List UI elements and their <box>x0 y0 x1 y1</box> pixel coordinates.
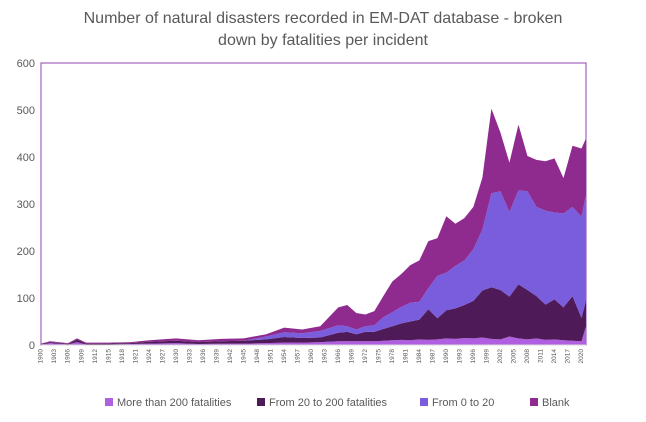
legend-label-blank: Blank <box>542 397 570 409</box>
series-area-blank <box>41 108 586 345</box>
y-tick-label: 100 <box>17 293 35 305</box>
series-area-from-20-to-200 <box>41 284 586 345</box>
x-tick-label: 1915 <box>105 349 112 364</box>
legend-swatch-from-20-to-200 <box>257 398 265 406</box>
y-tick-label: 600 <box>17 58 35 70</box>
x-tick-label: 1996 <box>470 349 477 364</box>
chart-title-line-1: Number of natural disasters recorded in … <box>83 10 563 27</box>
x-tick-label: 1957 <box>294 349 301 364</box>
x-tick-label: 1984 <box>416 349 423 364</box>
x-tick-label: 2002 <box>497 349 504 364</box>
y-tick-label: 500 <box>17 105 35 117</box>
series-area-more-than-200 <box>41 326 586 345</box>
x-tick-label: 1990 <box>443 349 450 364</box>
x-tick-label: 1903 <box>51 349 58 364</box>
x-tick-label: 1906 <box>65 349 72 364</box>
x-tick-label: 1909 <box>78 349 85 364</box>
x-tick-label: 1972 <box>362 349 369 364</box>
x-tick-label: 1918 <box>119 349 126 364</box>
x-tick-label: 2020 <box>578 349 585 364</box>
legend-swatch-blank <box>530 398 538 406</box>
x-tick-label: 1981 <box>403 349 410 364</box>
x-tick-label: 1927 <box>159 349 166 364</box>
y-tick-label: 200 <box>17 246 35 258</box>
x-tick-label: 1978 <box>389 349 396 364</box>
x-tick-label: 1975 <box>376 349 383 364</box>
x-tick-label: 2011 <box>538 349 545 363</box>
x-tick-label: 1993 <box>457 349 464 364</box>
y-tick-label: 0 <box>29 340 35 352</box>
x-tick-label: 1930 <box>173 349 180 364</box>
x-tick-label: 1900 <box>38 349 45 364</box>
legend-swatch-from-0-to-20 <box>420 398 428 406</box>
x-tick-label: 1921 <box>132 349 139 364</box>
legend-swatch-more-than-200 <box>105 398 113 406</box>
x-tick-label: 1948 <box>254 349 261 364</box>
x-tick-label: 1939 <box>213 349 220 364</box>
x-tick-label: 1933 <box>186 349 193 364</box>
legend-label-more-than-200: More than 200 fatalities <box>117 397 232 409</box>
x-tick-label: 1954 <box>281 349 288 364</box>
y-tick-label: 300 <box>17 199 35 211</box>
x-tick-label: 1942 <box>227 349 234 364</box>
legend-label-from-20-to-200: From 20 to 200 fatalities <box>269 397 388 409</box>
x-tick-label: 1969 <box>349 349 356 364</box>
x-tick-label: 2017 <box>565 349 572 364</box>
x-tick-label: 2008 <box>524 349 531 364</box>
x-tick-label: 2005 <box>511 349 518 364</box>
x-tick-label: 1960 <box>308 349 315 364</box>
x-tick-label: 1936 <box>200 349 207 364</box>
chart-title-line-2: down by fatalities per incident <box>218 32 428 49</box>
chart-title: Number of natural disasters recorded in … <box>40 8 606 52</box>
x-tick-label: 2014 <box>551 349 558 364</box>
y-tick-label: 400 <box>17 152 35 164</box>
x-tick-label: 1987 <box>430 349 437 364</box>
series-area-from-0-to-20 <box>41 190 586 345</box>
x-tick-label: 1963 <box>321 349 328 364</box>
x-tick-label: 1951 <box>267 349 274 364</box>
legend-label-from-0-to-20: From 0 to 20 <box>432 397 494 409</box>
x-tick-label: 1999 <box>484 349 491 364</box>
x-tick-label: 1912 <box>92 349 99 364</box>
x-tick-label: 1966 <box>335 349 342 364</box>
x-tick-label: 1945 <box>240 349 247 364</box>
x-tick-label: 1924 <box>146 349 153 364</box>
